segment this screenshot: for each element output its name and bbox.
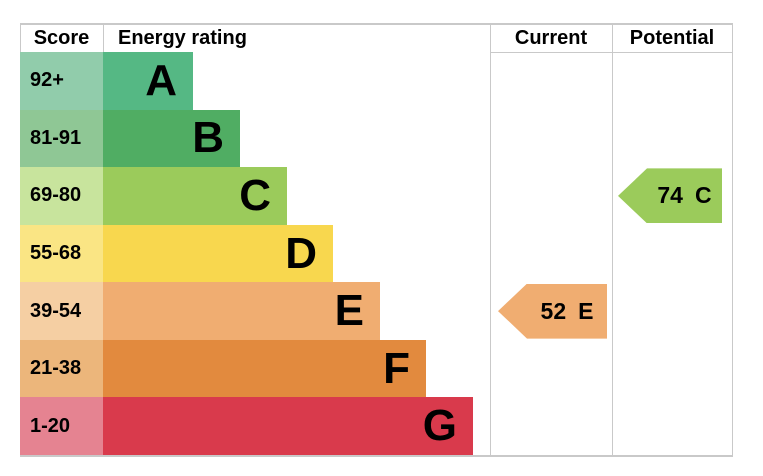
band-letter: C xyxy=(239,170,271,220)
current-rating-value: 52 xyxy=(540,297,567,324)
band-rows: 92+ A 81-91 B 69-80 C 55-68 D 39-54 E 21… xyxy=(20,52,490,456)
score-column-header: Score xyxy=(33,27,90,49)
score-cell: 92+ xyxy=(20,52,103,110)
potential-rating-arrow: 74 C xyxy=(618,168,722,224)
potential-rating-band: C xyxy=(694,182,712,209)
current-column-header: Current xyxy=(514,27,588,49)
band-row-a: 92+ A xyxy=(20,52,490,110)
score-cell: 39-54 xyxy=(20,282,103,340)
band-row-c: 69-80 C xyxy=(20,167,490,225)
band-letter: E xyxy=(334,286,364,336)
current-column-left-divider xyxy=(490,23,491,456)
band-row-f: 21-38 F xyxy=(20,339,490,398)
band-row-b: 81-91 B xyxy=(20,109,490,168)
band-row-e: 39-54 E xyxy=(20,282,490,340)
band-letter: F xyxy=(383,343,410,393)
band-bar: G xyxy=(103,397,473,456)
band-bar: F xyxy=(103,339,426,398)
score-cell: 81-91 xyxy=(20,109,103,168)
band-letter: G xyxy=(422,401,457,451)
band-bar: B xyxy=(103,109,240,168)
score-cell: 69-80 xyxy=(20,167,103,225)
current-rating-arrow: 52 E xyxy=(498,283,607,339)
table-top-border xyxy=(20,23,733,25)
score-cell: 21-38 xyxy=(20,339,103,398)
band-letter: B xyxy=(192,113,224,163)
band-row-d: 55-68 D xyxy=(20,224,490,283)
energy-rating-column-header: Energy rating xyxy=(118,27,247,49)
potential-column-left-divider xyxy=(612,23,613,456)
current-rating-band: E xyxy=(578,297,594,324)
header-bottom-border xyxy=(490,52,733,53)
score-cell: 1-20 xyxy=(20,397,103,456)
score-cell: 55-68 xyxy=(20,224,103,283)
band-bar: A xyxy=(103,52,193,110)
band-bar: E xyxy=(103,282,380,340)
potential-rating-value: 74 xyxy=(657,182,683,209)
band-letter: D xyxy=(285,228,317,278)
potential-column-header: Potential xyxy=(629,27,715,49)
table-bottom-border xyxy=(20,455,733,457)
band-bar: C xyxy=(103,167,287,225)
band-row-g: 1-20 G xyxy=(20,397,490,456)
header-left-border xyxy=(20,23,21,52)
table-right-border xyxy=(732,23,733,456)
band-letter: A xyxy=(145,55,177,105)
band-bar: D xyxy=(103,224,333,283)
score-energy-divider xyxy=(103,23,104,52)
